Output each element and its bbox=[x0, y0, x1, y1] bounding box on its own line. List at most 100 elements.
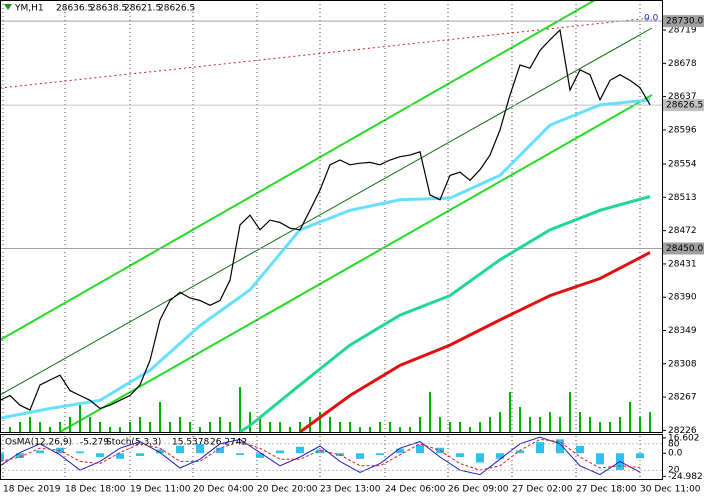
volume-bar bbox=[299, 422, 301, 432]
osma-bar bbox=[576, 445, 584, 454]
volume-bar bbox=[349, 422, 351, 432]
y-tick-label: 28431 bbox=[668, 259, 697, 269]
volume-bar bbox=[449, 422, 451, 432]
y-tick-label: 28719 bbox=[668, 26, 697, 36]
volume-bar bbox=[179, 417, 181, 432]
volume-bar bbox=[409, 427, 411, 432]
header-high: 28638.5 bbox=[90, 4, 127, 14]
volume-bar bbox=[509, 392, 511, 432]
y-tick-label: 28472 bbox=[668, 226, 697, 236]
volume-bar bbox=[49, 427, 51, 432]
volume-bar bbox=[79, 402, 81, 432]
y-tick-label: 28349 bbox=[668, 326, 697, 336]
fib-level: 0.0 bbox=[644, 14, 659, 24]
stoch-label: Stoch(5,3,3) bbox=[106, 438, 161, 448]
osma-bar bbox=[116, 453, 124, 459]
moving-average bbox=[0, 98, 651, 420]
main-frame bbox=[0, 0, 663, 433]
stoch-main: 15.5378 bbox=[172, 438, 209, 448]
volume-bar bbox=[139, 417, 141, 432]
trend-lines bbox=[0, 0, 653, 433]
volume-bar bbox=[209, 422, 211, 432]
volume-bar bbox=[199, 427, 201, 432]
osma-bar bbox=[556, 439, 564, 454]
volume-bar bbox=[219, 417, 221, 432]
y-tick-label: 28390 bbox=[668, 293, 697, 303]
volume-bar bbox=[629, 402, 631, 432]
volume-bar bbox=[269, 422, 271, 432]
x-tick-label: 27 Dec 02:00 bbox=[512, 485, 573, 495]
volume-bar bbox=[439, 417, 441, 432]
osma-bar bbox=[0, 453, 4, 461]
stoch-tick-label: 80 bbox=[668, 439, 680, 449]
symbol-icon bbox=[4, 4, 12, 10]
osma-bar bbox=[216, 447, 224, 454]
osma-bar bbox=[516, 450, 524, 454]
osma-bar bbox=[396, 448, 404, 454]
volume-bar bbox=[379, 422, 381, 432]
volume-bar bbox=[579, 412, 581, 432]
volume-bar bbox=[329, 417, 331, 432]
volume-bar bbox=[89, 417, 91, 432]
osma-label: OsMA(12,26,9) bbox=[5, 438, 72, 448]
volume-bar bbox=[569, 392, 571, 432]
volume-bar bbox=[159, 402, 161, 432]
volume-bar bbox=[649, 412, 651, 432]
volume-bar bbox=[279, 422, 281, 432]
level-label: 28730.0 bbox=[666, 17, 703, 27]
volume-bar bbox=[189, 422, 191, 432]
y-tick-label: 28554 bbox=[668, 160, 697, 170]
osma-bar bbox=[416, 444, 424, 454]
volume-bar bbox=[339, 422, 341, 432]
osma-bar bbox=[96, 453, 104, 457]
volume-bar bbox=[459, 422, 461, 432]
stoch-signal bbox=[0, 438, 641, 471]
x-tick-label: 18 Dec 2019 bbox=[3, 485, 61, 495]
moving-average bbox=[299, 251, 651, 434]
x-tick-label: 19 Dec 11:00 bbox=[130, 485, 191, 495]
volume-bar bbox=[109, 427, 111, 432]
osma-bar bbox=[256, 453, 264, 458]
volume-bar bbox=[239, 387, 241, 432]
volume-bar bbox=[319, 412, 321, 432]
osma-bar bbox=[36, 450, 44, 454]
volume-bar bbox=[559, 417, 561, 432]
osma-bar bbox=[536, 442, 544, 454]
volume-bar bbox=[419, 417, 421, 432]
stoch-tick-label: 20 bbox=[668, 466, 680, 476]
osma-bar bbox=[136, 453, 144, 457]
header-open: 28636.5 bbox=[56, 4, 93, 14]
header-low: 28621.5 bbox=[124, 4, 161, 14]
volume-bar bbox=[149, 422, 151, 432]
y-tick-label: 28513 bbox=[668, 193, 697, 203]
volume-bar bbox=[19, 422, 21, 432]
level-label: 28450.0 bbox=[666, 244, 703, 254]
osma-bar bbox=[16, 453, 24, 458]
volume-bar bbox=[499, 412, 501, 432]
x-tick-label: 30 Dec 11:00 bbox=[640, 485, 701, 495]
x-tick-label: 23 Dec 13:00 bbox=[320, 485, 381, 495]
level-box bbox=[663, 242, 704, 255]
osma-value: -5.279 bbox=[80, 438, 109, 448]
volume-bar bbox=[39, 422, 41, 432]
volume-bar bbox=[619, 417, 621, 432]
plot-layer bbox=[0, 0, 662, 479]
osc-tick-label: 16.602 bbox=[668, 433, 700, 443]
volume-bar bbox=[289, 427, 291, 432]
volume-bar bbox=[479, 422, 481, 432]
level-box bbox=[663, 15, 704, 28]
y-tick-label: 28637 bbox=[668, 92, 697, 102]
x-tick-label: 20 Dec 04:00 bbox=[193, 485, 254, 495]
x-tick-label: 26 Dec 09:00 bbox=[448, 485, 509, 495]
volume-bar bbox=[489, 417, 491, 432]
x-tick-label: 20 Dec 20:00 bbox=[257, 485, 318, 495]
volume-bar bbox=[259, 417, 261, 432]
volume-bar bbox=[519, 407, 521, 432]
volume-bar bbox=[469, 427, 471, 432]
volume-bar bbox=[119, 427, 121, 432]
osma-bar bbox=[596, 453, 604, 465]
volume-bar bbox=[29, 417, 31, 432]
osma-bar bbox=[196, 443, 204, 454]
volume-bar bbox=[99, 422, 101, 432]
